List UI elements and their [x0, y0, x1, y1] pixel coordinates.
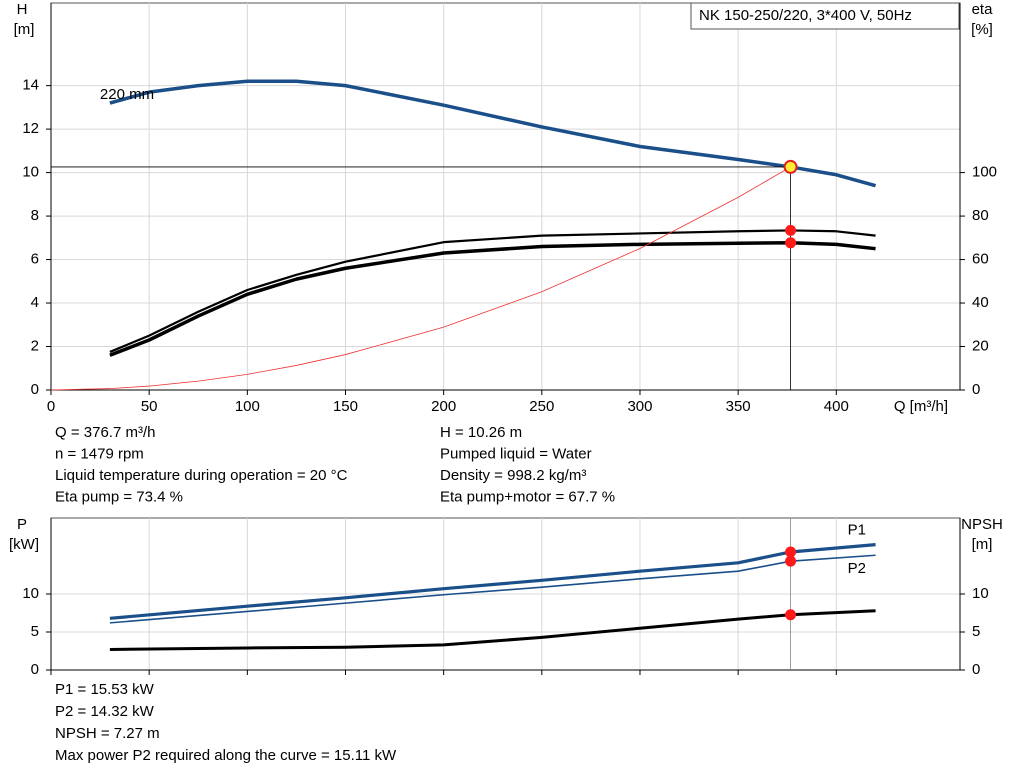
x-tick-label: 100 — [235, 398, 260, 415]
x-tick-label: 200 — [431, 398, 456, 415]
info-text: Density = 998.2 kg/m³ — [440, 467, 586, 484]
duty-point — [783, 159, 798, 174]
info-text: Liquid temperature during operation = 20… — [55, 467, 348, 484]
x-tick-label: 350 — [726, 398, 751, 415]
y2-axis-unit: [%] — [971, 21, 993, 38]
y-tick-label: 12 — [22, 120, 39, 137]
x-axis-label: Q [m³/h] — [894, 398, 948, 415]
y-tick-label: 0 — [31, 381, 39, 398]
y-axis-unit: [m] — [14, 21, 35, 38]
point-marker — [785, 237, 797, 249]
y2-tick-label: 100 — [972, 164, 997, 181]
y2-tick-label: 60 — [972, 251, 989, 268]
series-label: P2 — [848, 560, 866, 577]
y2-tick-label: 40 — [972, 294, 989, 311]
y2-tick-label: 0 — [972, 661, 980, 678]
y-tick-label: 8 — [31, 207, 39, 224]
y2-tick-label: 5 — [972, 623, 980, 640]
y-tick-label: 4 — [31, 294, 39, 311]
y2-axis-label: eta — [972, 1, 994, 18]
x-tick-label: 300 — [627, 398, 652, 415]
series-label: P1 — [848, 522, 866, 539]
point-marker — [785, 224, 797, 236]
y-axis-unit: [kW] — [9, 536, 39, 553]
curve — [50, 166, 791, 391]
x-tick-label: 50 — [141, 398, 158, 415]
x-tick-label: 250 — [529, 398, 554, 415]
point-marker — [785, 609, 797, 621]
y-tick-label: 0 — [31, 661, 39, 678]
y-axis-label: H — [17, 1, 28, 18]
info-text: Eta pump = 73.4 % — [55, 488, 183, 505]
legend-title: NK 150-250/220, 3*400 V, 50Hz — [699, 7, 912, 24]
curve — [109, 554, 876, 624]
y2-axis-label: NPSH — [961, 516, 1003, 533]
y2-tick-label: 80 — [972, 207, 989, 224]
series-label: 220 mm — [100, 86, 154, 103]
point-marker — [785, 546, 797, 558]
y-tick-label: 6 — [31, 251, 39, 268]
point-marker — [785, 555, 797, 567]
info-text: H = 10.26 m — [440, 424, 522, 441]
y-tick-label: 2 — [31, 337, 39, 354]
info-text: Pumped liquid = Water — [440, 445, 592, 462]
y2-tick-label: 20 — [972, 337, 989, 354]
y2-axis-unit: [m] — [972, 536, 993, 553]
y2-tick-label: 0 — [972, 381, 980, 398]
info-text: NPSH = 7.27 m — [55, 725, 160, 742]
y-tick-label: 5 — [31, 623, 39, 640]
y-tick-label: 10 — [22, 585, 39, 602]
info-text: P2 = 14.32 kW — [55, 703, 155, 720]
x-tick-label: 150 — [333, 398, 358, 415]
info-text: Eta pump+motor = 67.7 % — [440, 488, 615, 505]
legend-box — [690, 2, 960, 30]
info-text: Q = 376.7 m³/h — [55, 424, 155, 441]
x-tick-label: 0 — [47, 398, 55, 415]
y-tick-label: 14 — [22, 77, 39, 94]
info-text: n = 1479 rpm — [55, 445, 144, 462]
y2-tick-label: 10 — [972, 585, 989, 602]
info-text: P1 = 15.53 kW — [55, 681, 155, 698]
curve — [109, 543, 876, 620]
info-text: Max power P2 required along the curve = … — [55, 747, 397, 764]
curve — [109, 609, 876, 651]
y-tick-label: 10 — [22, 164, 39, 181]
x-tick-label: 400 — [824, 398, 849, 415]
plot-area — [50, 2, 961, 391]
y-axis-label: P — [17, 516, 27, 533]
